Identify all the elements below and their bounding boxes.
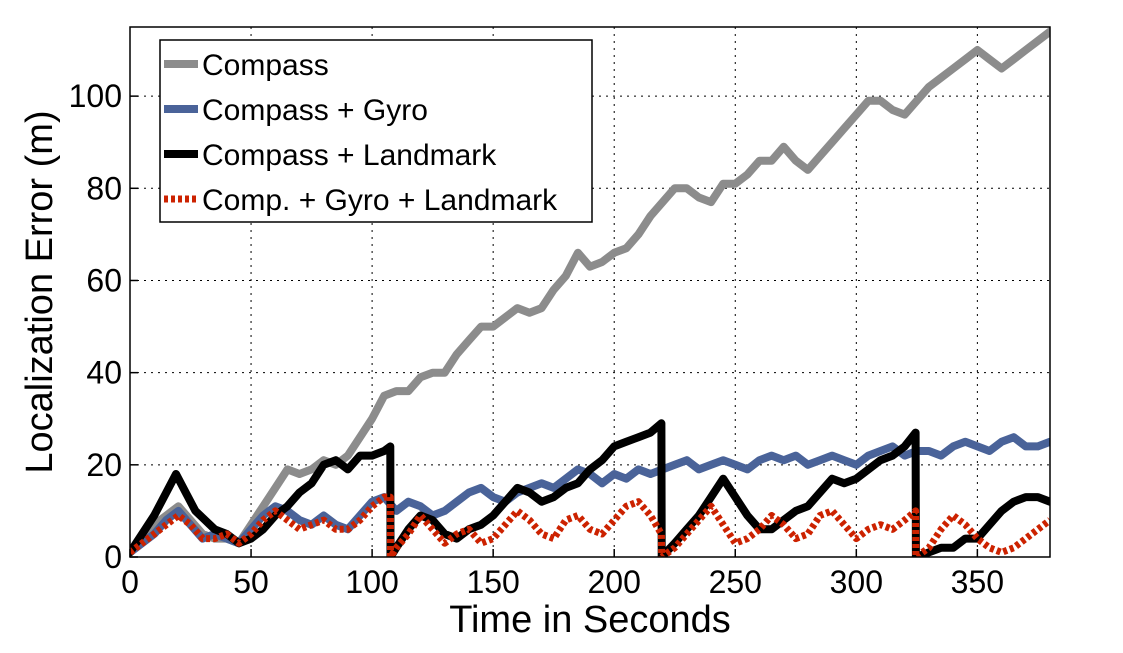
series-line-1: [130, 27, 1050, 557]
series-lines: [130, 27, 1050, 557]
legend-label: Compass + Gyro: [202, 94, 428, 127]
x-tick-label: 300: [830, 564, 883, 600]
x-tick-label: 50: [233, 564, 269, 600]
y-tick-label: 80: [86, 170, 122, 206]
legend-label: Compass + Landmark: [202, 139, 497, 172]
x-axis-label: Time in Seconds: [449, 599, 731, 641]
legend: Compass Compass + Gyro Compass + Landmark C…: [159, 39, 593, 223]
x-tick-label: 0: [121, 564, 139, 600]
y-tick-label: 100: [69, 78, 122, 114]
legend-label: Compass: [202, 49, 329, 82]
y-tick-label: 40: [86, 355, 122, 391]
x-tick-label: 100: [345, 564, 398, 600]
y-tick-label: 60: [86, 262, 122, 298]
x-tick-label: 350: [951, 564, 1004, 600]
x-tick-label: 200: [588, 564, 641, 600]
x-tick-label: 250: [709, 564, 762, 600]
x-tick-label: 150: [466, 564, 519, 600]
y-axis-label: Localization Error (m): [19, 110, 61, 473]
series-line-4: [130, 493, 1050, 557]
series-line-3: [130, 419, 1050, 557]
legend-label: Comp. + Gyro + Landmark: [202, 184, 558, 217]
y-tick-label: 20: [86, 447, 122, 483]
y-tick-label: 0: [104, 539, 122, 575]
axis-ticks: 0 50 100 150 200 250 300 350 0 20 40 60 80 100: [69, 78, 1004, 600]
plot-area-frame: [129, 26, 1051, 558]
legend-box: [159, 39, 593, 223]
